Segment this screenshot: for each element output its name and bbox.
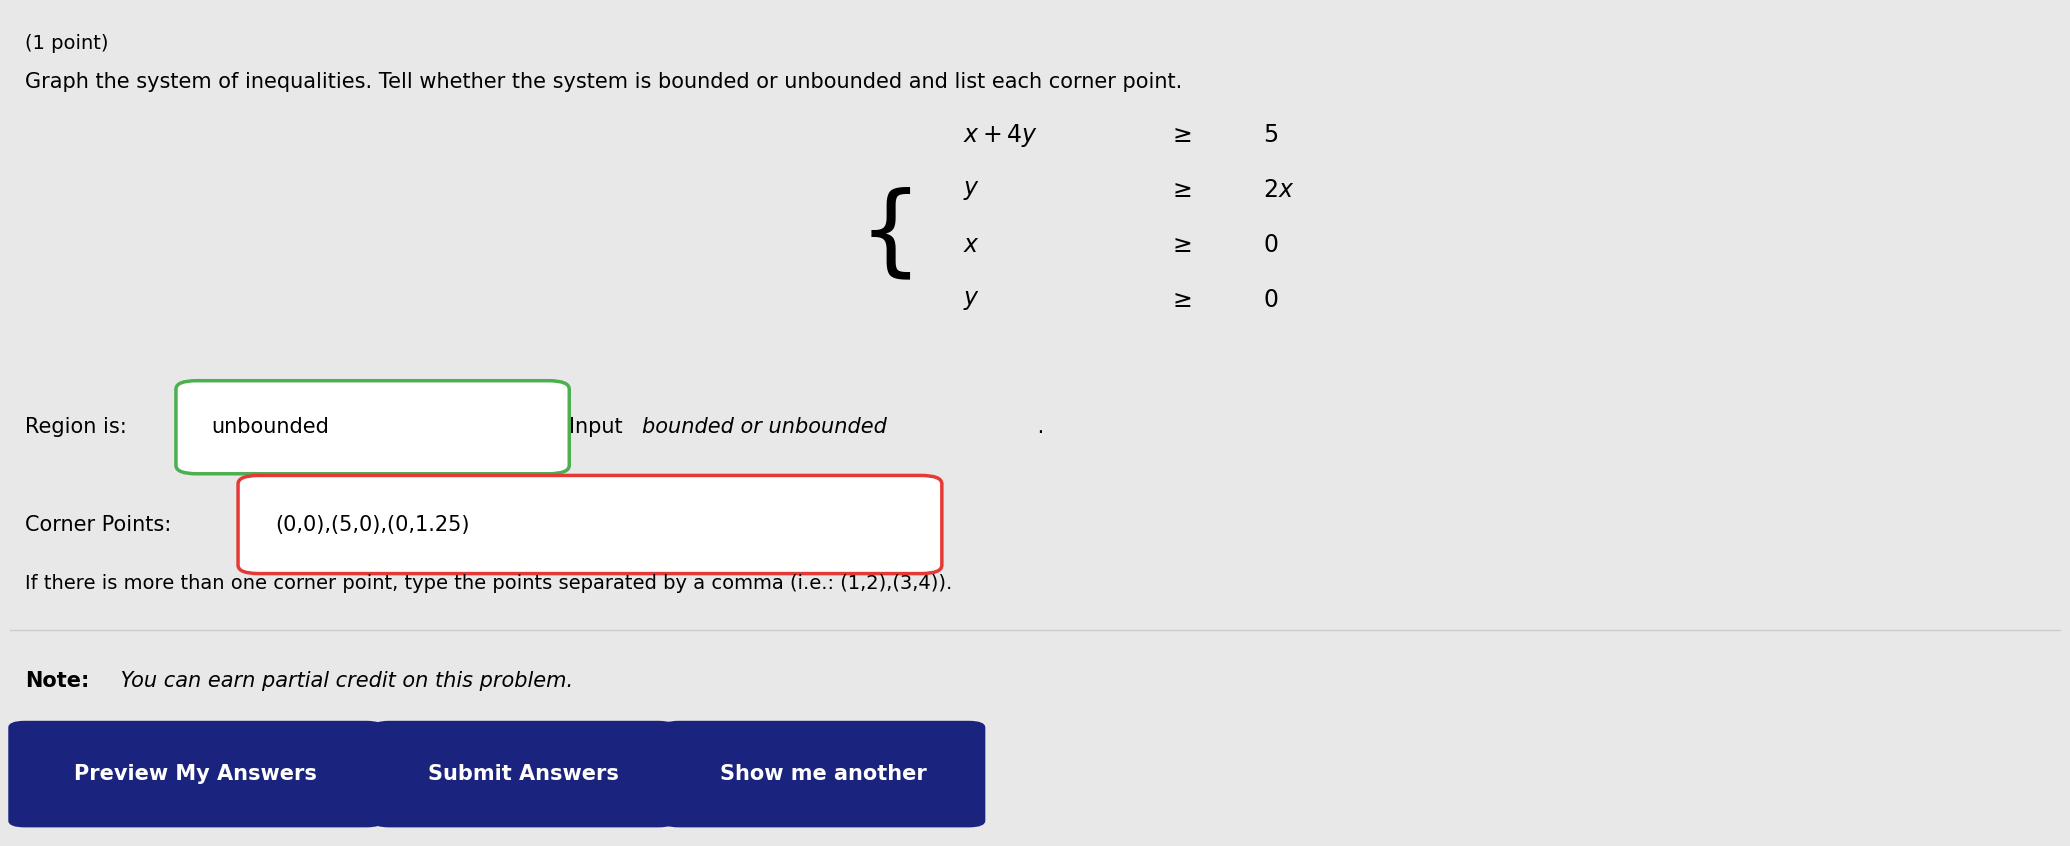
- Text: $\geq$: $\geq$: [1167, 124, 1192, 147]
- Text: (1 point): (1 point): [25, 34, 108, 52]
- Text: Preview My Answers: Preview My Answers: [75, 764, 317, 784]
- Text: {: {: [859, 186, 923, 283]
- Text: $x$: $x$: [963, 233, 979, 257]
- Text: If there is more than one corner point, type the points separated by a comma (i.: If there is more than one corner point, …: [25, 574, 952, 593]
- Text: Note:: Note:: [25, 671, 89, 691]
- Text: $5$: $5$: [1263, 124, 1277, 147]
- Text: Graph the system of inequalities. Tell whether the system is bounded or unbounde: Graph the system of inequalities. Tell w…: [25, 72, 1182, 92]
- Text: Show me another: Show me another: [720, 764, 927, 784]
- FancyBboxPatch shape: [176, 381, 569, 474]
- Text: You can earn partial credit on this problem.: You can earn partial credit on this prob…: [114, 671, 573, 691]
- Text: $\geq$: $\geq$: [1167, 179, 1192, 202]
- Text: Corner Points:: Corner Points:: [25, 514, 172, 535]
- FancyBboxPatch shape: [662, 721, 985, 827]
- Text: Submit Answers: Submit Answers: [428, 764, 619, 784]
- Text: bounded or unbounded: bounded or unbounded: [642, 417, 886, 437]
- Text: $0$: $0$: [1263, 288, 1277, 312]
- Text: .: .: [1031, 417, 1043, 437]
- FancyBboxPatch shape: [373, 721, 675, 827]
- Text: $0$: $0$: [1263, 233, 1277, 257]
- Text: (0,0),(5,0),(0,1.25): (0,0),(5,0),(0,1.25): [275, 514, 470, 535]
- FancyBboxPatch shape: [8, 721, 383, 827]
- FancyBboxPatch shape: [238, 475, 942, 574]
- Text: $2x$: $2x$: [1263, 179, 1294, 202]
- Text: $y$: $y$: [963, 179, 979, 202]
- Text: unbounded: unbounded: [211, 417, 329, 437]
- Text: Region is:: Region is:: [25, 417, 126, 437]
- Text: $y$: $y$: [963, 288, 979, 312]
- Text: $\geq$: $\geq$: [1167, 288, 1192, 312]
- Text: $\geq$: $\geq$: [1167, 233, 1192, 257]
- Text: Input: Input: [569, 417, 629, 437]
- Text: $x + 4y$: $x + 4y$: [963, 122, 1037, 149]
